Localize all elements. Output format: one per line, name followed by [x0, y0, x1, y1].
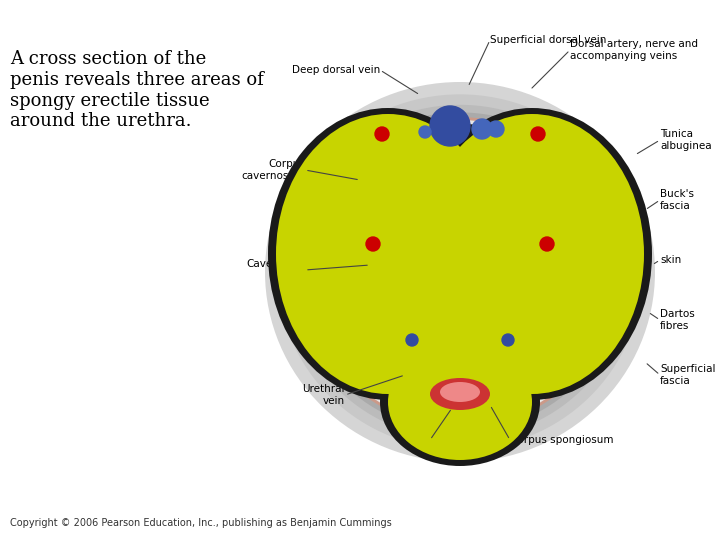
Circle shape — [488, 121, 504, 137]
Text: Dartos
fibres: Dartos fibres — [660, 309, 695, 331]
Text: Superficial
fascia: Superficial fascia — [660, 364, 716, 386]
Circle shape — [430, 106, 470, 146]
Text: Corpus spongiosum: Corpus spongiosum — [510, 435, 613, 445]
Text: Deep dorsal vein: Deep dorsal vein — [292, 65, 380, 75]
Text: Copyright © 2006 Pearson Education, Inc., publishing as Benjamin Cummings: Copyright © 2006 Pearson Education, Inc.… — [10, 518, 392, 528]
Ellipse shape — [301, 117, 619, 427]
Text: Urethral
vein: Urethral vein — [302, 384, 345, 406]
Ellipse shape — [412, 108, 652, 400]
Ellipse shape — [388, 344, 532, 460]
Circle shape — [472, 119, 492, 139]
Text: Superficial dorsal vein: Superficial dorsal vein — [490, 35, 606, 45]
Ellipse shape — [380, 338, 540, 466]
Ellipse shape — [440, 382, 480, 402]
Ellipse shape — [278, 94, 642, 450]
Text: Tunica
albuginea: Tunica albuginea — [660, 129, 711, 151]
Ellipse shape — [296, 112, 624, 431]
Circle shape — [531, 127, 545, 141]
Ellipse shape — [430, 378, 490, 410]
Text: Urethra: Urethra — [410, 435, 450, 445]
Circle shape — [375, 127, 389, 141]
Circle shape — [419, 126, 431, 138]
Text: skin: skin — [660, 255, 681, 265]
Ellipse shape — [420, 114, 644, 394]
Circle shape — [366, 237, 380, 251]
Text: Cavernosal
artery: Cavernosal artery — [247, 259, 305, 281]
Ellipse shape — [308, 124, 612, 420]
Ellipse shape — [318, 133, 603, 411]
Text: Dorsal artery, nerve and
accompanying veins: Dorsal artery, nerve and accompanying ve… — [570, 39, 698, 61]
Circle shape — [502, 334, 514, 346]
Text: Buck's
fascia: Buck's fascia — [660, 189, 694, 211]
Ellipse shape — [304, 120, 616, 424]
Text: Corpus
cavernosum: Corpus cavernosum — [241, 159, 305, 181]
Ellipse shape — [268, 108, 508, 400]
Ellipse shape — [289, 105, 631, 439]
Ellipse shape — [276, 114, 500, 394]
Text: A cross section of the
penis reveals three areas of
spongy erectile tissue
aroun: A cross section of the penis reveals thr… — [10, 50, 264, 130]
Circle shape — [540, 237, 554, 251]
Circle shape — [406, 334, 418, 346]
Ellipse shape — [265, 82, 655, 462]
